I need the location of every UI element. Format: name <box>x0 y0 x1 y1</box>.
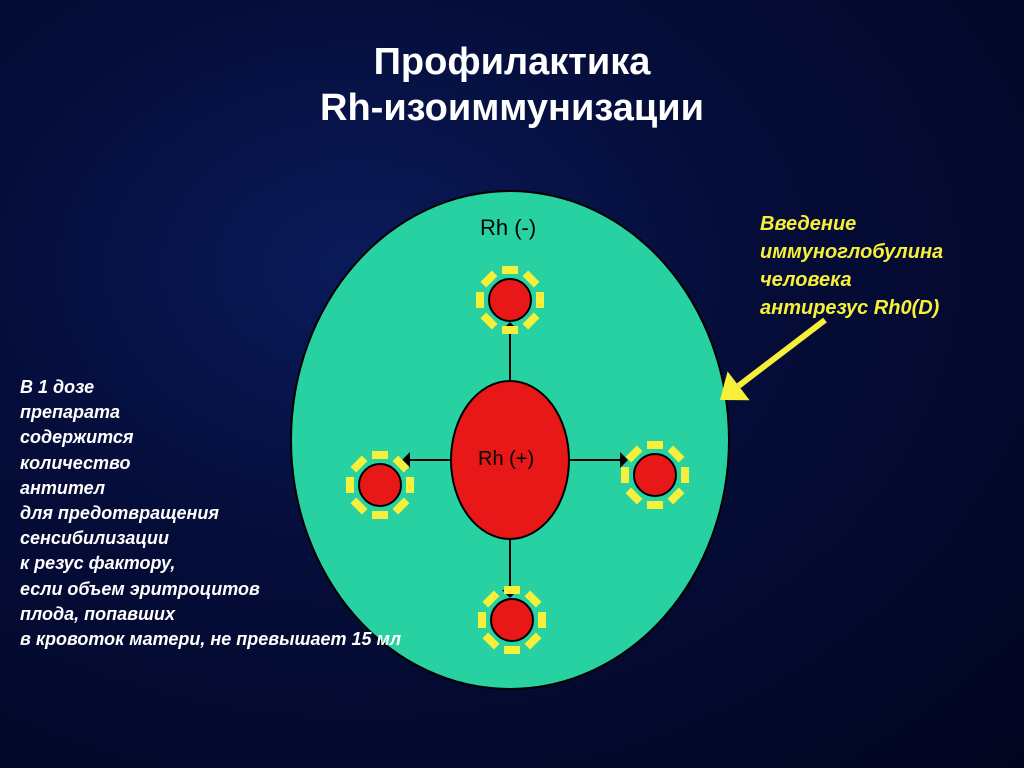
antibody-tick-icon <box>346 477 354 493</box>
arrow-line <box>509 330 511 380</box>
left-annotation-line: в кровоток матери, не превышает 15 мл <box>20 627 401 652</box>
erythrocyte-icon <box>490 598 534 642</box>
antibody-tick-icon <box>536 292 544 308</box>
antibody-tick-icon <box>504 586 520 594</box>
antibody-tick-icon <box>478 612 486 628</box>
title-line2: Rh-изоиммунизации <box>0 86 1024 132</box>
left-annotation-line: сенсибилизации <box>20 526 401 551</box>
arrow-line <box>410 459 450 461</box>
antibody-tick-icon <box>647 441 663 449</box>
arrow-line <box>509 540 511 590</box>
left-annotation-line: плода, попавших <box>20 602 401 627</box>
antibody-tick-icon <box>504 646 520 654</box>
left-annotation-line: количество <box>20 451 401 476</box>
antibody-tick-icon <box>406 477 414 493</box>
rh-negative-label: Rh (-) <box>480 215 536 241</box>
left-annotation-line: В 1 дозе <box>20 375 401 400</box>
right-annotation-line: антирезус Rh0(D) <box>760 294 943 322</box>
antibody-tick-icon <box>538 612 546 628</box>
arrow-line <box>570 459 620 461</box>
left-annotation-line: препарата <box>20 400 401 425</box>
erythrocyte-icon <box>633 453 677 497</box>
right-annotation: Введениеиммуноглобулиначеловекаантирезус… <box>760 210 943 322</box>
antibody-tick-icon <box>621 467 629 483</box>
left-annotation-line: содержится <box>20 425 401 450</box>
left-annotation-line: если объем эритроцитов <box>20 577 401 602</box>
antibody-tick-icon <box>502 266 518 274</box>
left-annotation-line: антител <box>20 476 401 501</box>
left-annotation: В 1 дозепрепаратасодержитсяколичествоант… <box>20 375 401 652</box>
slide-title: Профилактика Rh-изоиммунизации <box>0 40 1024 131</box>
antibody-tick-icon <box>502 326 518 334</box>
antibody-tick-icon <box>372 451 388 459</box>
left-annotation-line: к резус фактору, <box>20 551 401 576</box>
right-annotation-line: Введение <box>760 210 943 238</box>
antibody-tick-icon <box>681 467 689 483</box>
erythrocyte-icon <box>488 278 532 322</box>
rh-positive-label: Rh (+) <box>478 448 534 471</box>
right-annotation-line: иммуноглобулина <box>760 238 943 266</box>
right-annotation-line: человека <box>760 266 943 294</box>
left-annotation-line: для предотвращения <box>20 501 401 526</box>
erythrocyte-icon <box>358 463 402 507</box>
antibody-tick-icon <box>476 292 484 308</box>
antibody-tick-icon <box>647 501 663 509</box>
title-line1: Профилактика <box>0 40 1024 86</box>
antibody-tick-icon <box>372 511 388 519</box>
